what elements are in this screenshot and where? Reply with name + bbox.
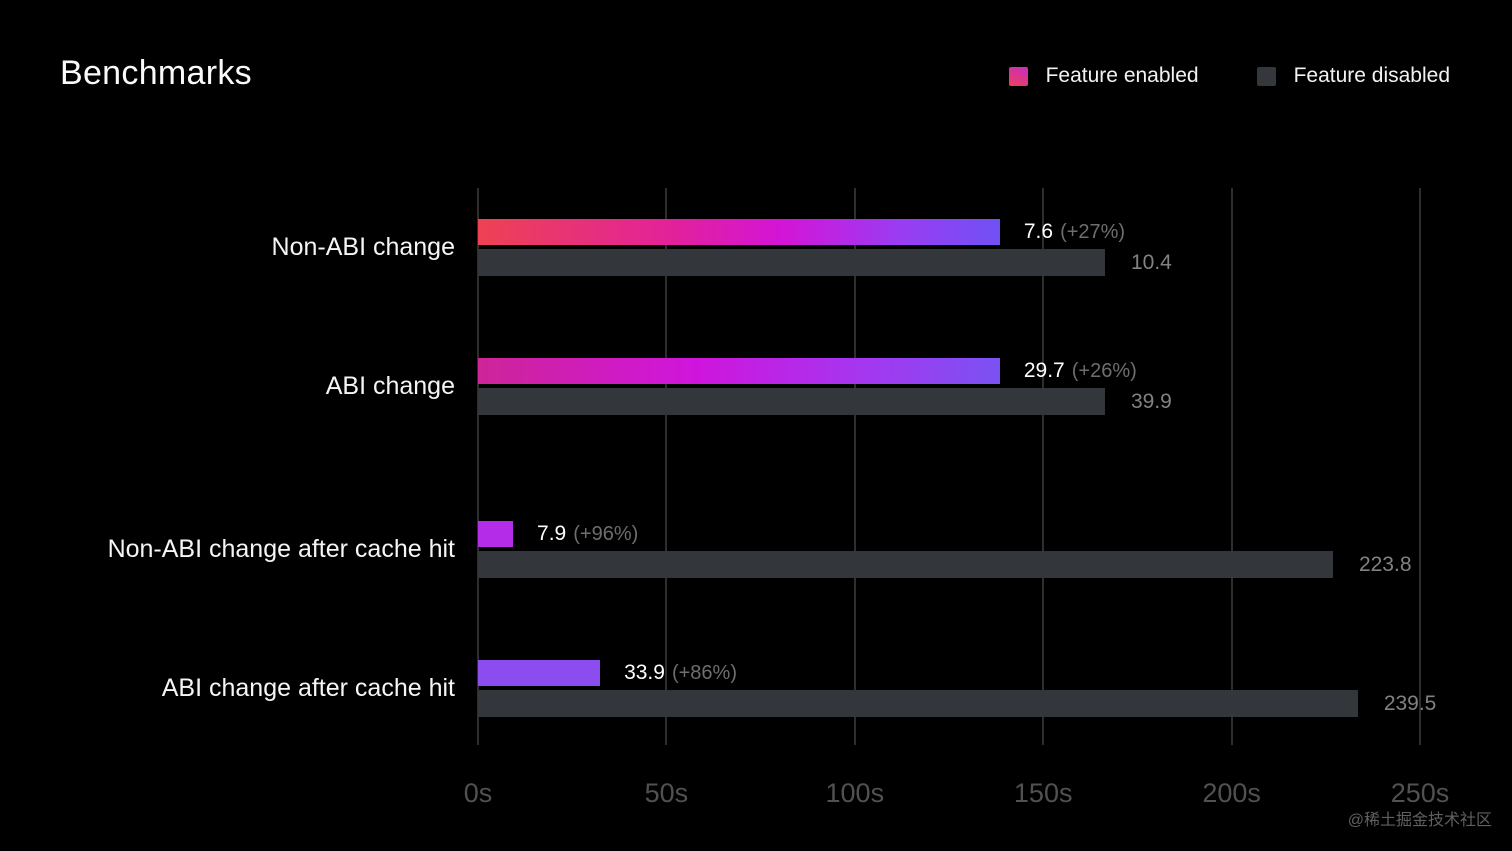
x-tick: 100s: [825, 778, 885, 808]
disabled-value: 239.5: [1383, 691, 1437, 715]
disabled-value: 39.9: [1130, 389, 1172, 413]
x-axis: 0s 50s 100s 150s 200s 250s: [464, 778, 1450, 814]
gridline-200s: [1230, 188, 1233, 745]
category-label: ABI change: [325, 372, 455, 400]
plot-area: Non-ABI change 7.6 (+27%) 10.4 ABI chang…: [108, 188, 1436, 745]
enabled-value: 7.9: [537, 522, 567, 545]
enabled-value-label: 33.9 (+86%): [624, 661, 737, 685]
benchmark-row-non-abi-change-cache-hit: Non-ABI change after cache hit 7.9 (+96%…: [108, 521, 1420, 578]
chart-legend: Feature enabled Feature disabled: [1008, 64, 1450, 88]
enabled-value: 29.7: [1023, 359, 1065, 382]
enabled-pct-delta: (+86%): [671, 662, 737, 684]
bar-feature-disabled: 239.5: [478, 690, 1436, 717]
enabled-value-label: 7.9 (+96%): [537, 522, 638, 546]
bar-feature-disabled: 10.4: [478, 249, 1172, 276]
gridline-150s: [1042, 188, 1045, 745]
disabled-value: 223.8: [1358, 552, 1412, 576]
benchmark-row-abi-change-cache-hit: ABI change after cache hit 33.9 (+86%) 2…: [162, 660, 1436, 717]
x-tick: 150s: [1013, 778, 1073, 808]
gridline-0s: [477, 188, 479, 745]
legend-label-enabled: Feature enabled: [1045, 64, 1199, 87]
legend-item-feature-enabled: Feature enabled: [1008, 64, 1199, 88]
benchmark-row-abi-change: ABI change 29.7 (+26%) 39.9: [326, 358, 1420, 415]
x-tick: 250s: [1390, 778, 1450, 808]
benchmark-row-non-abi-change: Non-ABI change 7.6 (+27%) 10.4: [272, 219, 1420, 276]
page-title: Benchmarks: [60, 54, 252, 92]
watermark: @稀土掘金技术社区: [1347, 812, 1492, 829]
category-label: ABI change after cache hit: [161, 674, 455, 702]
category-label: Non-ABI change: [271, 233, 455, 261]
gridline-250s: [1419, 188, 1421, 745]
bar-feature-enabled: 29.7 (+26%): [478, 358, 1137, 384]
x-tick: 50s: [644, 778, 689, 808]
enabled-value-label: 7.6 (+27%): [1024, 220, 1125, 244]
bar-feature-enabled: 7.6 (+27%): [478, 219, 1125, 245]
enabled-value: 7.6: [1023, 220, 1054, 243]
category-label: Non-ABI change after cache hit: [107, 535, 455, 563]
enabled-pct-delta: (+96%): [573, 523, 639, 545]
gridline-50s: [665, 188, 668, 745]
bar-feature-disabled: 39.9: [478, 388, 1172, 415]
legend-swatch-enabled-icon: [1008, 66, 1028, 86]
gridline-100s: [853, 188, 856, 745]
legend-item-feature-disabled: Feature disabled: [1256, 64, 1450, 88]
x-tick: 0s: [463, 778, 493, 808]
enabled-value: 33.9: [624, 661, 665, 684]
legend-swatch-disabled-icon: [1256, 66, 1276, 86]
enabled-pct-delta: (+26%): [1071, 360, 1137, 382]
disabled-value: 10.4: [1130, 250, 1172, 274]
bar-feature-disabled: 223.8: [478, 551, 1412, 578]
enabled-pct-delta: (+27%): [1060, 221, 1126, 243]
enabled-value-label: 29.7 (+26%): [1024, 359, 1137, 383]
legend-label-disabled: Feature disabled: [1293, 64, 1450, 87]
bar-feature-enabled: 33.9 (+86%): [478, 660, 737, 686]
bar-feature-enabled: 7.9 (+96%): [478, 521, 638, 547]
x-tick: 200s: [1202, 778, 1261, 808]
